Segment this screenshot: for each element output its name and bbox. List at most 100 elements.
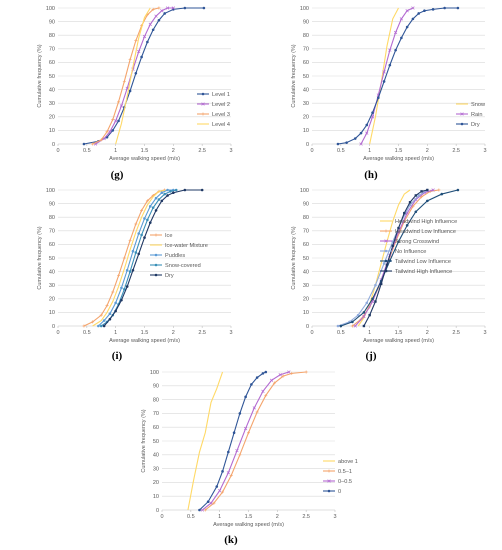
y-tick-label: 70	[303, 229, 309, 235]
data-point	[143, 236, 146, 239]
y-tick-label: 0	[156, 508, 159, 514]
legend-entry: Level 2	[212, 102, 230, 108]
data-point	[209, 501, 213, 505]
x-axis-label: Average walking speed (m/s)	[363, 338, 434, 344]
data-point	[102, 324, 106, 328]
chart-panel-2: 0 10 20 30 40 50 60 70 80 90 100 0 0.5 1 1.5 2 2.5 3 Avera…	[291, 6, 487, 181]
chart-panel-4: 0 10 20 30 40 50 60 70 80 90 100 0 0.5 1 1.5 2 2.5 3 Avera…	[291, 188, 487, 362]
legend-marker	[154, 253, 158, 257]
data-point	[417, 194, 420, 197]
data-point	[397, 240, 400, 243]
x-tick-label: 3	[483, 330, 486, 336]
data-point	[227, 450, 230, 454]
legend-marker	[327, 469, 331, 473]
data-point	[120, 298, 123, 302]
y-tick-label: 40	[303, 269, 309, 275]
y-tick-label: 60	[303, 60, 309, 66]
data-point	[145, 199, 149, 203]
data-point	[278, 373, 282, 377]
legend-entry: above 1	[338, 459, 358, 465]
y-tick-label: 100	[300, 188, 309, 194]
legend-marker	[154, 263, 158, 267]
legend-entry: Ice	[165, 233, 172, 239]
data-point	[140, 55, 143, 59]
data-point	[226, 471, 230, 475]
legend-entry: Level 3	[212, 112, 230, 118]
y-tick-label: 30	[153, 466, 159, 472]
data-point	[440, 192, 444, 196]
data-point	[163, 192, 166, 196]
x-tick-label: 0	[56, 330, 59, 336]
series-3	[336, 6, 460, 146]
data-point	[165, 6, 170, 10]
data-point	[365, 301, 369, 305]
data-point	[414, 194, 417, 197]
data-point	[105, 304, 109, 308]
data-point	[264, 370, 268, 374]
y-tick-label: 20	[303, 115, 309, 121]
data-point	[200, 188, 204, 192]
y-tick-label: 0	[52, 324, 55, 330]
series-line	[97, 189, 174, 327]
data-point	[374, 300, 377, 303]
y-tick-label: 90	[303, 201, 309, 207]
x-tick-label: 2	[426, 330, 429, 336]
y-tick-label: 30	[49, 283, 55, 289]
x-tick-label: 1.5	[141, 148, 149, 154]
y-tick-label: 100	[300, 6, 309, 12]
y-tick-label: 40	[153, 453, 159, 459]
legend-entry: Puddles	[165, 253, 185, 259]
series-4	[198, 370, 268, 512]
data-point	[166, 194, 169, 197]
x-tick-label: 2.5	[302, 514, 310, 520]
data-point	[408, 201, 412, 204]
data-point	[391, 244, 394, 247]
data-point	[250, 383, 253, 386]
data-point	[238, 453, 242, 457]
data-point	[397, 226, 400, 230]
y-tick-label: 60	[49, 60, 55, 66]
y-axis-label: Cumulative frequency (%)	[141, 409, 147, 472]
data-point	[394, 48, 397, 52]
data-point	[405, 9, 409, 13]
x-tick-label: 2.5	[452, 330, 460, 336]
x-axis-label: Average walking speed (m/s)	[109, 338, 180, 344]
data-point	[171, 6, 175, 10]
y-tick-label: 70	[49, 229, 55, 235]
data-point	[420, 190, 423, 193]
data-point	[108, 312, 112, 316]
data-point	[374, 283, 377, 287]
data-point	[218, 489, 222, 493]
data-point	[146, 218, 149, 222]
data-point	[304, 370, 308, 374]
data-point	[143, 217, 146, 220]
data-point	[235, 449, 239, 453]
data-point	[380, 282, 383, 286]
data-point	[146, 40, 149, 44]
panel-label: (k)	[224, 534, 238, 546]
x-tick-label: 0.5	[337, 148, 345, 154]
data-point	[102, 319, 106, 322]
data-point	[111, 118, 115, 122]
data-point	[212, 501, 216, 505]
data-point	[215, 485, 219, 488]
y-tick-label: 60	[303, 242, 309, 248]
data-point	[128, 58, 132, 62]
y-tick-label: 50	[49, 74, 55, 80]
y-axis-label: Cumulative frequency (%)	[37, 226, 43, 289]
legend-entry: Snow	[471, 102, 486, 108]
series-1	[187, 371, 224, 511]
data-point	[172, 191, 175, 195]
data-point	[125, 268, 129, 272]
y-tick-label: 50	[49, 256, 55, 262]
data-point	[350, 324, 354, 328]
legend-entry: Headwind High Influence	[395, 219, 457, 225]
legend-marker	[201, 112, 205, 116]
x-tick-label: 0	[56, 148, 59, 154]
series-2	[203, 370, 308, 512]
data-point	[119, 104, 124, 108]
data-point	[229, 474, 233, 477]
data-point	[120, 286, 123, 290]
data-point	[403, 211, 406, 215]
x-tick-label: 3	[333, 514, 336, 520]
